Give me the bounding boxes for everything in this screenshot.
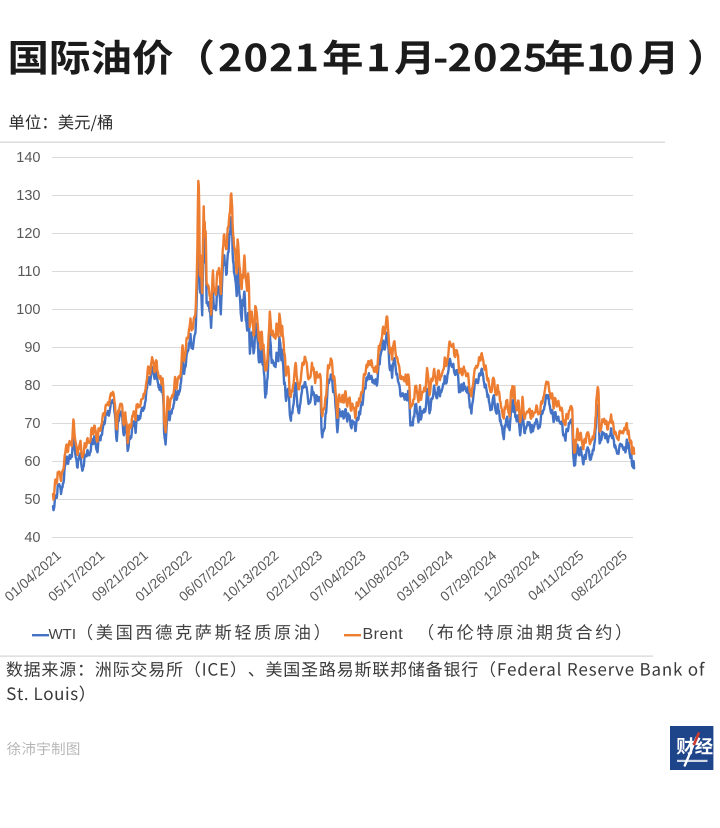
svg-text:50: 50: [24, 492, 40, 508]
svg-text:70: 70: [24, 416, 40, 432]
svg-text:100: 100: [16, 302, 40, 318]
svg-text:Brent: Brent: [363, 626, 404, 643]
svg-text:120: 120: [16, 226, 40, 242]
svg-text:130: 130: [16, 188, 40, 204]
svg-text:60: 60: [24, 454, 40, 470]
svg-text:90: 90: [24, 340, 40, 356]
svg-text:80: 80: [24, 378, 40, 394]
svg-text:WTI: WTI: [49, 626, 77, 643]
svg-text:140: 140: [16, 150, 40, 166]
svg-text:40: 40: [24, 530, 40, 546]
svg-text:110: 110: [17, 264, 40, 280]
